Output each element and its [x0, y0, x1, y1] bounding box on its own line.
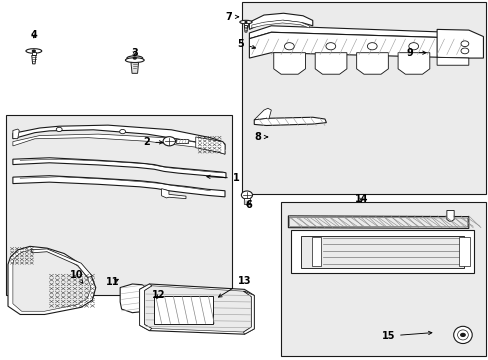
- Circle shape: [163, 137, 175, 146]
- Polygon shape: [436, 57, 468, 65]
- Text: 15: 15: [381, 331, 431, 341]
- Polygon shape: [249, 32, 468, 58]
- Bar: [242, 3, 485, 194]
- Text: 4: 4: [30, 30, 37, 40]
- Bar: [244, 23, 247, 26]
- Polygon shape: [244, 26, 247, 32]
- Polygon shape: [436, 30, 483, 58]
- Polygon shape: [13, 176, 224, 197]
- Bar: [300, 235, 463, 268]
- Polygon shape: [273, 53, 305, 74]
- Polygon shape: [446, 211, 453, 221]
- Text: 2: 2: [143, 138, 163, 147]
- Bar: [458, 237, 469, 266]
- Circle shape: [325, 42, 335, 50]
- Polygon shape: [32, 55, 36, 64]
- Bar: [244, 198, 249, 204]
- Ellipse shape: [26, 49, 41, 53]
- Circle shape: [120, 130, 125, 134]
- Ellipse shape: [457, 330, 468, 340]
- Polygon shape: [195, 137, 224, 154]
- Bar: [311, 237, 320, 266]
- Text: 3: 3: [131, 48, 138, 58]
- Polygon shape: [13, 158, 225, 178]
- Text: 10: 10: [69, 270, 83, 283]
- Polygon shape: [144, 286, 251, 332]
- Circle shape: [460, 41, 468, 46]
- Polygon shape: [315, 53, 346, 74]
- Circle shape: [460, 48, 468, 54]
- Text: 1: 1: [206, 173, 239, 183]
- Circle shape: [244, 21, 247, 23]
- Text: 14: 14: [354, 194, 367, 204]
- Polygon shape: [161, 189, 185, 199]
- Ellipse shape: [453, 326, 471, 343]
- Bar: [281, 202, 485, 356]
- Circle shape: [56, 127, 62, 132]
- Polygon shape: [132, 63, 137, 71]
- Polygon shape: [13, 129, 19, 139]
- Bar: [290, 230, 473, 273]
- Circle shape: [132, 57, 137, 60]
- Ellipse shape: [239, 20, 252, 24]
- Circle shape: [408, 42, 418, 50]
- Polygon shape: [356, 53, 387, 74]
- Polygon shape: [131, 63, 138, 73]
- Text: 5: 5: [237, 39, 255, 49]
- Circle shape: [459, 333, 465, 337]
- Polygon shape: [13, 134, 224, 154]
- Polygon shape: [289, 217, 467, 227]
- Bar: [5, 116, 232, 295]
- Bar: [132, 59, 137, 63]
- Bar: [154, 296, 212, 324]
- Bar: [32, 52, 36, 55]
- Circle shape: [32, 49, 36, 53]
- Text: 7: 7: [225, 12, 238, 22]
- Polygon shape: [254, 117, 326, 126]
- Polygon shape: [120, 284, 149, 313]
- Polygon shape: [140, 284, 152, 330]
- Text: 6: 6: [244, 200, 251, 210]
- Polygon shape: [254, 108, 271, 120]
- Polygon shape: [13, 249, 91, 311]
- Polygon shape: [249, 26, 468, 39]
- Polygon shape: [13, 125, 224, 149]
- Ellipse shape: [125, 58, 144, 63]
- Text: 9: 9: [406, 48, 425, 58]
- Circle shape: [241, 191, 252, 199]
- Circle shape: [366, 42, 376, 50]
- Polygon shape: [140, 284, 254, 334]
- Polygon shape: [243, 291, 254, 334]
- Polygon shape: [31, 249, 92, 278]
- Polygon shape: [288, 216, 468, 228]
- Text: 13: 13: [218, 276, 251, 297]
- Bar: [175, 139, 188, 143]
- Polygon shape: [8, 246, 96, 315]
- Polygon shape: [397, 53, 429, 74]
- Text: 12: 12: [152, 291, 165, 301]
- Text: 11: 11: [106, 277, 120, 287]
- Ellipse shape: [126, 56, 142, 60]
- Polygon shape: [249, 13, 312, 30]
- Polygon shape: [251, 20, 309, 28]
- Circle shape: [284, 42, 294, 50]
- Text: 8: 8: [254, 132, 267, 142]
